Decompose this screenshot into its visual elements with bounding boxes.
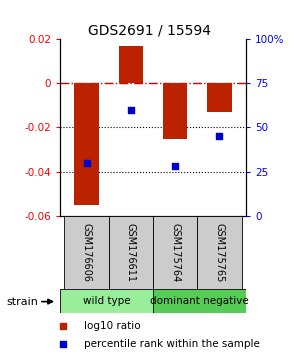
Point [128, 107, 133, 113]
Text: wild type: wild type [83, 296, 130, 306]
Text: GDS2691 / 15594: GDS2691 / 15594 [88, 23, 212, 37]
Text: GSM175765: GSM175765 [214, 223, 224, 282]
Text: GSM176606: GSM176606 [82, 223, 92, 282]
Bar [60, 289, 153, 313]
Bar [207, 83, 232, 112]
Bar [153, 216, 197, 289]
Point [173, 164, 178, 169]
Bar [197, 216, 242, 289]
Bar [153, 289, 246, 313]
Text: percentile rank within the sample: percentile rank within the sample [84, 339, 260, 349]
Bar [74, 83, 99, 205]
Bar [109, 216, 153, 289]
Point [61, 323, 65, 329]
Text: GSM176611: GSM176611 [126, 223, 136, 282]
Bar [64, 216, 109, 289]
Text: strain: strain [6, 297, 38, 307]
Text: GSM175764: GSM175764 [170, 223, 180, 282]
Point [84, 160, 89, 166]
Bar [163, 83, 187, 138]
Text: log10 ratio: log10 ratio [84, 320, 141, 331]
Text: dominant negative: dominant negative [150, 296, 249, 306]
Point [217, 133, 222, 139]
Bar [119, 46, 143, 83]
Point [61, 341, 65, 347]
